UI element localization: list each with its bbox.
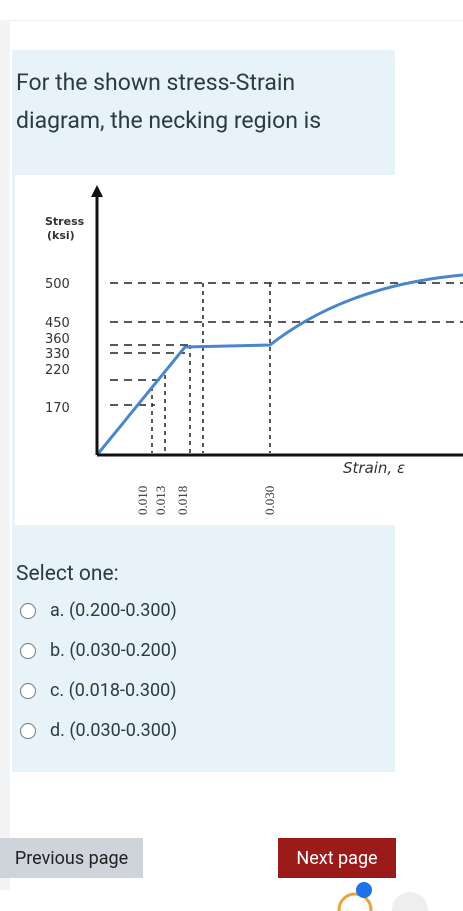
curve [95, 273, 463, 456]
y-tick-label: 360 [45, 332, 70, 347]
y-tick-label: 330 [45, 347, 70, 362]
question-text: For the shown stress-Strain diagram, the… [16, 69, 322, 134]
x-tick-label: 0.013 [153, 486, 168, 515]
y-label: (ksi) [47, 229, 75, 242]
radio[interactable] [20, 682, 36, 699]
top-bar [0, 0, 463, 21]
option[interactable]: a. (0.200-0.300) [20, 600, 177, 621]
x-tick-label: 0.018 [175, 486, 190, 515]
radio[interactable] [20, 722, 36, 739]
y-tick-label: 500 [45, 277, 70, 292]
badge [356, 882, 372, 898]
next-button[interactable]: Next page [278, 838, 396, 878]
x-tick-label: 0.010 [135, 486, 150, 515]
x-label: Strain, ε [343, 459, 405, 477]
previous-button[interactable]: Previous page [0, 838, 143, 878]
y-ticks: 500 450 360 330 220 170 [45, 277, 70, 416]
figure-bg [15, 175, 463, 525]
icon [392, 892, 428, 911]
y-label: Stress [45, 215, 85, 228]
option-label: a. (0.200-0.300) [50, 600, 177, 621]
diagram: Stress (ksi) 500 450 360 330 220 170 Str… [15, 175, 463, 525]
radio[interactable] [20, 602, 36, 619]
y-tick-label: 450 [45, 316, 70, 331]
option[interactable]: d. (0.030-0.300) [20, 720, 177, 741]
x-ticks: 0.010 0.013 0.018 0.030 [135, 486, 277, 515]
option[interactable]: c. (0.018-0.300) [20, 680, 176, 701]
side-strip [0, 20, 10, 890]
axis-arrow [91, 185, 103, 197]
option[interactable]: b. (0.030-0.200) [20, 640, 177, 661]
radio[interactable] [20, 642, 36, 659]
option-label: b. (0.030-0.200) [50, 640, 178, 661]
x-tick-label: 0.030 [262, 486, 277, 515]
option-label: c. (0.018-0.300) [50, 680, 177, 701]
prompt: Select one: [16, 562, 119, 586]
bottom-icons [337, 882, 428, 911]
y-tick-label: 170 [45, 401, 70, 416]
option-label: d. (0.030-0.300) [50, 720, 178, 741]
y-tick-label: 220 [45, 363, 70, 378]
icon [337, 892, 373, 911]
